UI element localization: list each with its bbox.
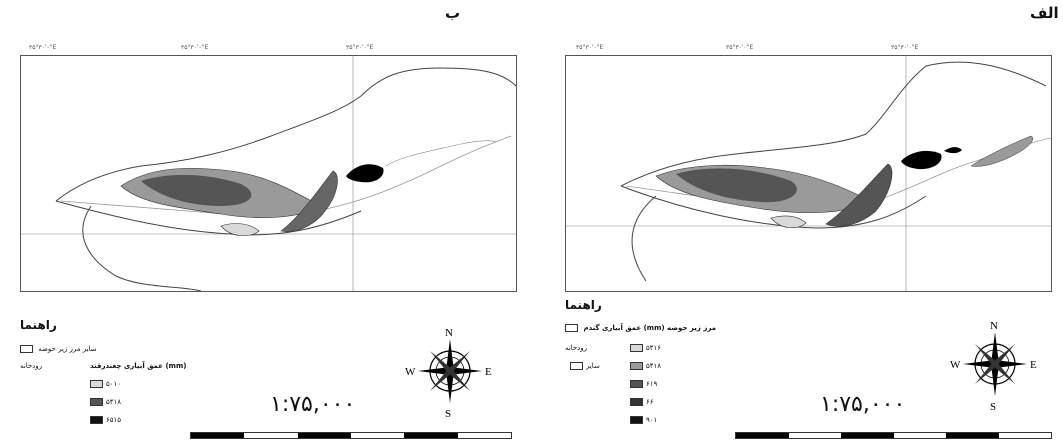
- right-scale-bar: [735, 432, 1052, 439]
- right-compass-icon: N S E W: [950, 320, 1037, 413]
- left-black-patch: [346, 164, 384, 183]
- left-class-2-label: ۵۴۱۸: [106, 398, 122, 406]
- left-compass-icon: N S E W: [405, 327, 492, 420]
- left-map-frame: ۳۵°۳۰'۰"E ۳۵°۳۰'۰"E ۳۵°۳۰'۰"E: [20, 44, 517, 292]
- left-swatch-2: [90, 398, 103, 406]
- right-compass-e: E: [1030, 359, 1037, 371]
- right-compass-n: N: [990, 320, 998, 332]
- right-swatch-2: [630, 362, 643, 370]
- left-zone-light: [220, 223, 260, 236]
- left-tick-1: ۳۵°۳۰'۰"E: [29, 44, 57, 51]
- right-class-2-label: ۵۴۱۸: [646, 362, 662, 370]
- left-compass-e: E: [485, 366, 492, 378]
- left-legend-crop-title: عمق آبياری چغندرقند (mm): [90, 362, 187, 370]
- left-legend-row1: ساير مرز زير حوضه: [20, 345, 97, 353]
- right-swatch-5: [630, 416, 643, 424]
- right-zone-east: [825, 163, 893, 227]
- right-zone-light: [770, 215, 807, 228]
- right-swatch-other: [570, 362, 583, 370]
- left-swatch-boundary: [20, 345, 33, 353]
- right-grey-strip: [970, 135, 1034, 167]
- left-swatch-1: [90, 380, 103, 388]
- left-legend-class-1: ۵۰۱۰: [90, 380, 121, 388]
- right-legend-crop-title-text: عمق آبياری گندم (mm) مرز زير حوضه: [583, 324, 717, 332]
- right-scale-ratio: ۱:۷۵,۰۰۰: [820, 392, 906, 417]
- right-class-4-label: ۶۶: [646, 398, 654, 406]
- left-zone-east: [280, 170, 338, 232]
- right-legend-class-4: ۶۶: [630, 398, 654, 406]
- right-zone-dark: [676, 168, 797, 203]
- right-black-patch: [901, 150, 942, 170]
- left-map-svg: [21, 56, 517, 292]
- right-map-frame: ۳۵°۳۰'۰"E ۳۵°۳۰'۰"E ۳۵°۳۰'۰"E: [565, 44, 1052, 292]
- left-legend-class-2: ۵۴۱۸: [90, 398, 121, 406]
- right-class-1-label: ۵۴۱۶: [646, 344, 662, 352]
- right-tick-1: ۳۵°۳۰'۰"E: [576, 44, 604, 51]
- right-swatch-4: [630, 398, 643, 406]
- right-basin-boundary: [620, 61, 1047, 187]
- left-compass-n: N: [445, 327, 453, 339]
- left-tick-2: ۳۵°۳۰'۰"E: [181, 44, 209, 51]
- right-class-3-label: ۶۱۹: [646, 380, 658, 388]
- right-legend-class-1: ۵۴۱۶: [630, 344, 661, 352]
- panel-label-b: ب: [445, 4, 461, 22]
- left-legend-row1-text: ساير مرز زير حوضه: [38, 345, 97, 353]
- right-legend-river: رودخانه: [565, 344, 588, 352]
- right-map-svg: [566, 56, 1052, 291]
- panel-label-a: الف: [1030, 4, 1059, 22]
- right-class-5-label: ۹۰۱: [646, 416, 658, 424]
- left-swatch-3: [90, 416, 103, 424]
- right-legend-class-5: ۹۰۱: [630, 416, 657, 424]
- left-legend-title: راهنما: [20, 318, 57, 332]
- right-swatch-1: [630, 344, 643, 352]
- left-basin-boundary: [55, 67, 517, 202]
- right-legend-class-2: ۵۴۱۸: [630, 362, 661, 370]
- left-legend-class-3: ۶۵۱۵: [90, 416, 121, 424]
- right-swatch-3: [630, 380, 643, 388]
- right-compass-w: W: [950, 359, 961, 371]
- left-legend-river: رودخانه: [20, 362, 43, 370]
- left-compass-s: S: [445, 408, 451, 420]
- right-tick-3: ۳۵°۳۰'۰"E: [891, 44, 919, 51]
- right-legend-crop-title: عمق آبياری گندم (mm) مرز زير حوضه: [565, 324, 716, 332]
- left-zone-dark: [141, 174, 252, 206]
- left-scale-ratio: ۱:۷۵,۰۰۰: [270, 392, 356, 417]
- right-tick-2: ۳۵°۳۰'۰"E: [726, 44, 754, 51]
- right-swatch-boundary: [565, 324, 578, 332]
- left-tick-3: ۳۵°۳۰'۰"E: [346, 44, 374, 51]
- right-legend-other-text: ساير: [586, 362, 600, 370]
- left-class-1-label: ۵۰۱۰: [106, 380, 122, 388]
- right-legend-class-3: ۶۱۹: [630, 380, 657, 388]
- right-legend-other: ساير: [570, 362, 600, 370]
- left-compass-w: W: [405, 366, 416, 378]
- left-class-3-label: ۶۵۱۵: [106, 416, 122, 424]
- left-scale-bar: [190, 432, 512, 439]
- right-legend-title: راهنما: [565, 298, 602, 312]
- right-compass-s: S: [990, 401, 996, 413]
